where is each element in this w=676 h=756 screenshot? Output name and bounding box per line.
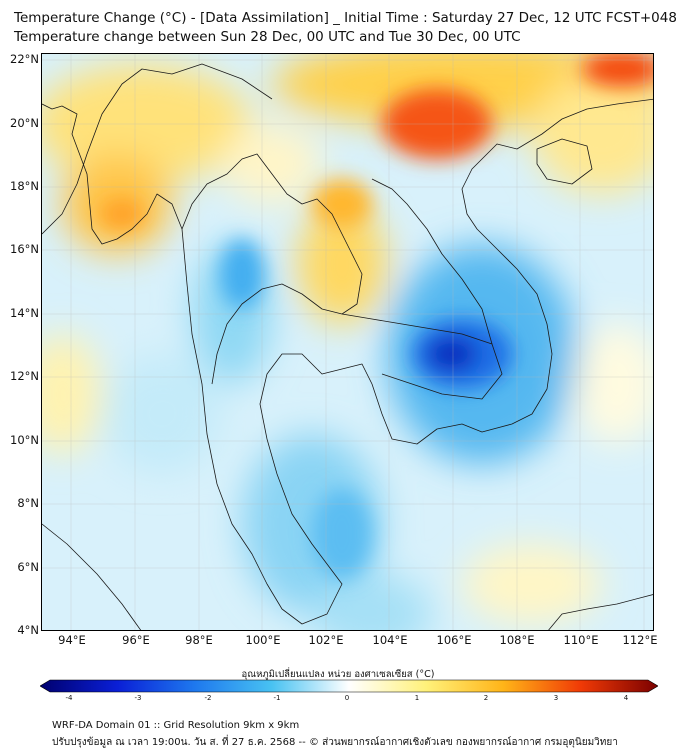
lat-tick: 14°N bbox=[10, 306, 39, 320]
coastline-mainland bbox=[42, 98, 653, 625]
colorbar-tick: -1 bbox=[273, 694, 281, 702]
colorbar-tick: 3 bbox=[553, 694, 559, 702]
colorbar-tick: 0 bbox=[344, 694, 350, 702]
lon-tick: 102°E bbox=[308, 633, 344, 647]
lon-tick: 94°E bbox=[58, 633, 86, 647]
lon-tick: 106°E bbox=[436, 633, 472, 647]
border-laos-vietnam bbox=[371, 178, 493, 345]
lon-tick: 112°E bbox=[622, 633, 658, 647]
lat-tick: 22°N bbox=[10, 52, 39, 66]
coastline-borneo bbox=[548, 594, 653, 630]
colorbar-tick: -3 bbox=[134, 694, 142, 702]
lat-tick: 12°N bbox=[10, 369, 39, 383]
colorbar-tick: 1 bbox=[414, 694, 420, 702]
border-myanmar-india bbox=[42, 63, 273, 235]
colorbar-tick: 4 bbox=[623, 694, 629, 702]
lon-tick: 100°E bbox=[245, 633, 281, 647]
footer-credit: ปรับปรุงข้อมูล ณ เวลา 19:00น. วัน ส. ที่… bbox=[52, 737, 618, 748]
lon-tick: 104°E bbox=[372, 633, 408, 647]
temperature-map bbox=[41, 53, 654, 631]
lon-tick: 110°E bbox=[563, 633, 599, 647]
lat-tick: 16°N bbox=[10, 242, 39, 256]
lon-tick: 98°E bbox=[185, 633, 213, 647]
lon-tick: 96°E bbox=[122, 633, 150, 647]
lon-tick: 108°E bbox=[499, 633, 535, 647]
colorbar-tick: -4 bbox=[65, 694, 73, 702]
lat-tick: 10°N bbox=[10, 433, 39, 447]
colorbar-tick: 2 bbox=[483, 694, 489, 702]
border-cambodia bbox=[341, 313, 503, 400]
footer-model-info: WRF-DA Domain 01 :: Grid Resolution 9km … bbox=[52, 720, 300, 731]
map-title: Temperature Change (°C) - [Data Assimila… bbox=[14, 10, 676, 26]
lat-tick: 6°N bbox=[17, 560, 39, 574]
lat-tick: 18°N bbox=[10, 179, 39, 193]
colorbar-tick: -2 bbox=[204, 694, 212, 702]
coastline-hainan bbox=[536, 138, 593, 185]
temperature-field bbox=[42, 54, 653, 630]
lat-tick: 4°N bbox=[17, 623, 39, 637]
colorbar bbox=[40, 679, 658, 693]
map-subtitle: Temperature change between Sun 28 Dec, 0… bbox=[14, 29, 521, 45]
lat-tick: 8°N bbox=[17, 496, 39, 510]
border-thailand-myanmar bbox=[181, 153, 363, 385]
coastline-sumatra bbox=[42, 523, 142, 630]
colorbar-label: อุณหภูมิเปลี่ยนแปลง หน่วย องศาเซลเซียส (… bbox=[241, 669, 435, 680]
lat-tick: 20°N bbox=[10, 116, 39, 130]
